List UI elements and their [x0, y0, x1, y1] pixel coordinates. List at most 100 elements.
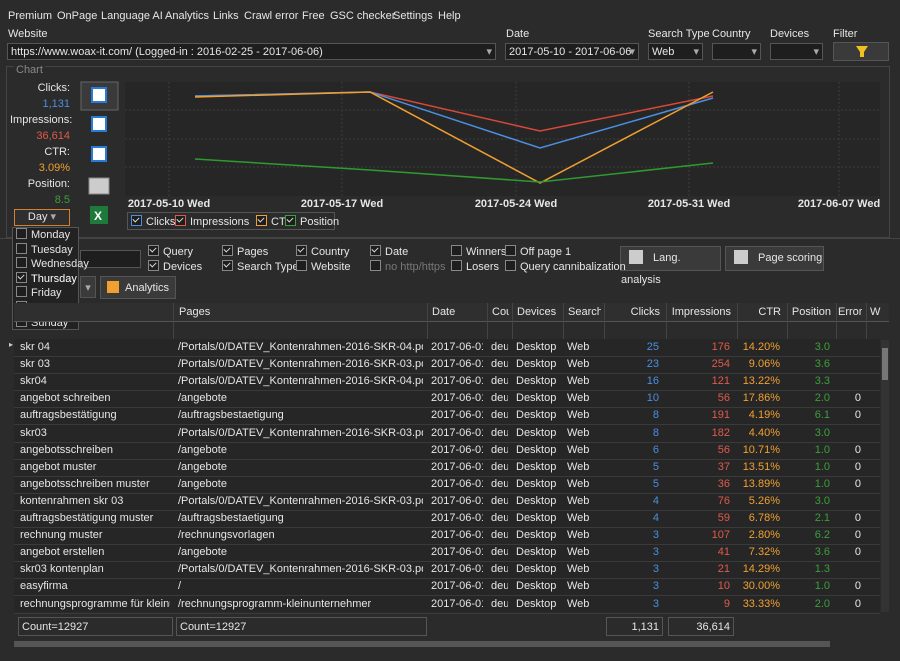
page-scoring-button[interactable]: Page scoring	[725, 246, 824, 271]
checkbox[interactable]	[505, 245, 516, 256]
option[interactable]: Devices	[148, 260, 202, 273]
weekday-option[interactable]: Wednesday	[16, 257, 89, 270]
filter-button[interactable]	[833, 42, 889, 61]
checkbox[interactable]	[16, 257, 27, 269]
checkbox[interactable]	[285, 215, 296, 226]
analytics-button[interactable]: Analytics	[100, 276, 176, 299]
divider	[0, 238, 900, 239]
table-cell: /	[178, 580, 182, 593]
weekday-option[interactable]: Monday	[16, 228, 70, 241]
lang-analysis-button[interactable]: Lang. analysis	[620, 246, 721, 286]
option[interactable]: Search Type	[222, 260, 299, 273]
checkbox[interactable]	[131, 215, 142, 226]
column-header[interactable]: Devices	[517, 306, 557, 318]
column-header[interactable]: CTR	[758, 306, 781, 318]
print[interactable]	[88, 177, 110, 195]
table-cell: Web	[567, 375, 590, 388]
legend-item[interactable]: Position	[285, 215, 339, 228]
column-header[interactable]: Errors	[838, 306, 862, 318]
table-cell: /Portals/0/DATEV_Kontenrahmen-2016-SKR-0…	[178, 375, 423, 388]
column-header[interactable]: Position	[791, 306, 831, 318]
table-cell: 4	[652, 494, 659, 507]
checkbox[interactable]	[222, 245, 233, 256]
table-cell: Desktop	[516, 494, 557, 507]
checkbox[interactable]	[148, 260, 159, 271]
weekday-option[interactable]: Tuesday	[16, 242, 73, 256]
table-cell: deu	[491, 409, 508, 422]
column-header[interactable]: Impressions	[671, 306, 731, 318]
checkbox[interactable]	[370, 260, 381, 271]
menu-item[interactable]: Crawl error	[244, 10, 299, 22]
legend-item[interactable]: Clicks	[131, 215, 175, 228]
week-view[interactable]	[91, 116, 107, 132]
checkbox[interactable]	[16, 228, 27, 239]
menu-item[interactable]: Free	[302, 10, 325, 22]
menu-item[interactable]: Links	[213, 10, 239, 22]
table-cell: 3	[652, 597, 659, 610]
checkbox[interactable]	[16, 242, 27, 254]
column-header[interactable]: Clicks	[630, 306, 660, 318]
column-header[interactable]: W	[870, 306, 881, 318]
weekday-option[interactable]: Thursday	[16, 271, 77, 285]
table-cell: angebot muster	[20, 460, 97, 473]
dropdown-arrow[interactable]: ▾	[80, 276, 96, 298]
option[interactable]: Country	[296, 245, 350, 258]
menu-item[interactable]: Settings	[393, 10, 433, 22]
option[interactable]: Website	[296, 260, 351, 273]
weekday-option[interactable]: Friday	[16, 286, 62, 299]
panel-title: Chart	[14, 64, 45, 76]
country-select[interactable]: ▾	[712, 43, 761, 60]
table-body	[14, 339, 880, 612]
legend-item[interactable]: Impressions	[175, 215, 249, 228]
checkbox[interactable]	[451, 245, 462, 256]
search-input[interactable]	[80, 250, 141, 268]
option[interactable]: Pages	[222, 245, 268, 258]
column-header[interactable]: Search	[568, 306, 601, 318]
checkbox[interactable]	[505, 260, 516, 271]
website-select[interactable]: https://www.woax-it.com/ (Logged-in : 20…	[7, 43, 496, 60]
menu-item[interactable]: Analytics	[165, 10, 210, 22]
excel[interactable]	[90, 206, 108, 224]
table-cell: deu	[491, 494, 508, 507]
checkbox[interactable]	[175, 215, 186, 226]
table-cell: 254	[711, 358, 730, 371]
checkbox[interactable]	[296, 260, 307, 271]
menu-item[interactable]: Premium	[8, 10, 53, 22]
menu-item[interactable]: Help	[438, 10, 461, 22]
month-view[interactable]	[91, 146, 107, 162]
checkbox[interactable]	[296, 245, 307, 256]
column-header[interactable]: Date	[432, 306, 456, 318]
checkbox[interactable]	[148, 245, 159, 256]
devices-select[interactable]: ▾	[770, 43, 823, 60]
checkbox[interactable]	[222, 260, 233, 271]
checkbox[interactable]	[256, 215, 267, 226]
option[interactable]: Query	[148, 245, 193, 258]
option[interactable]: Winners	[451, 245, 506, 258]
checkbox[interactable]	[16, 286, 27, 298]
column-header[interactable]: Pages	[179, 306, 211, 318]
row-divider	[14, 475, 880, 477]
h-scrollbar[interactable]	[14, 641, 830, 647]
scrollbar[interactable]	[881, 340, 889, 612]
menu-item[interactable]: GSC checker	[330, 10, 396, 22]
table-cell: 4.40%	[748, 426, 780, 439]
option[interactable]: Date	[370, 245, 408, 258]
menu-item[interactable]: Language AI	[101, 10, 163, 22]
menu-item[interactable]: OnPage	[57, 10, 98, 22]
option[interactable]: no http/https	[370, 260, 446, 273]
table-cell: Web	[567, 460, 590, 473]
search-type-select[interactable]: Web ▾	[648, 43, 703, 60]
day-view[interactable]	[80, 81, 119, 111]
checkbox[interactable]	[370, 245, 381, 256]
table-cell: /angebote	[178, 546, 227, 559]
column-header[interactable]: Cou	[492, 306, 509, 318]
x-tick-label: 2017-06-07 Wed	[797, 198, 881, 210]
date-select[interactable]: 2017-05-10 - 2017-06-06 ▾	[505, 43, 639, 60]
option[interactable]: Losers	[451, 260, 499, 273]
period-select[interactable]: Day ▾	[14, 209, 70, 226]
checkbox[interactable]	[451, 260, 462, 271]
option[interactable]: Off page 1	[505, 245, 571, 258]
row-divider	[14, 390, 880, 392]
checkbox[interactable]	[16, 271, 27, 283]
option[interactable]: Query cannibalization	[505, 260, 626, 273]
